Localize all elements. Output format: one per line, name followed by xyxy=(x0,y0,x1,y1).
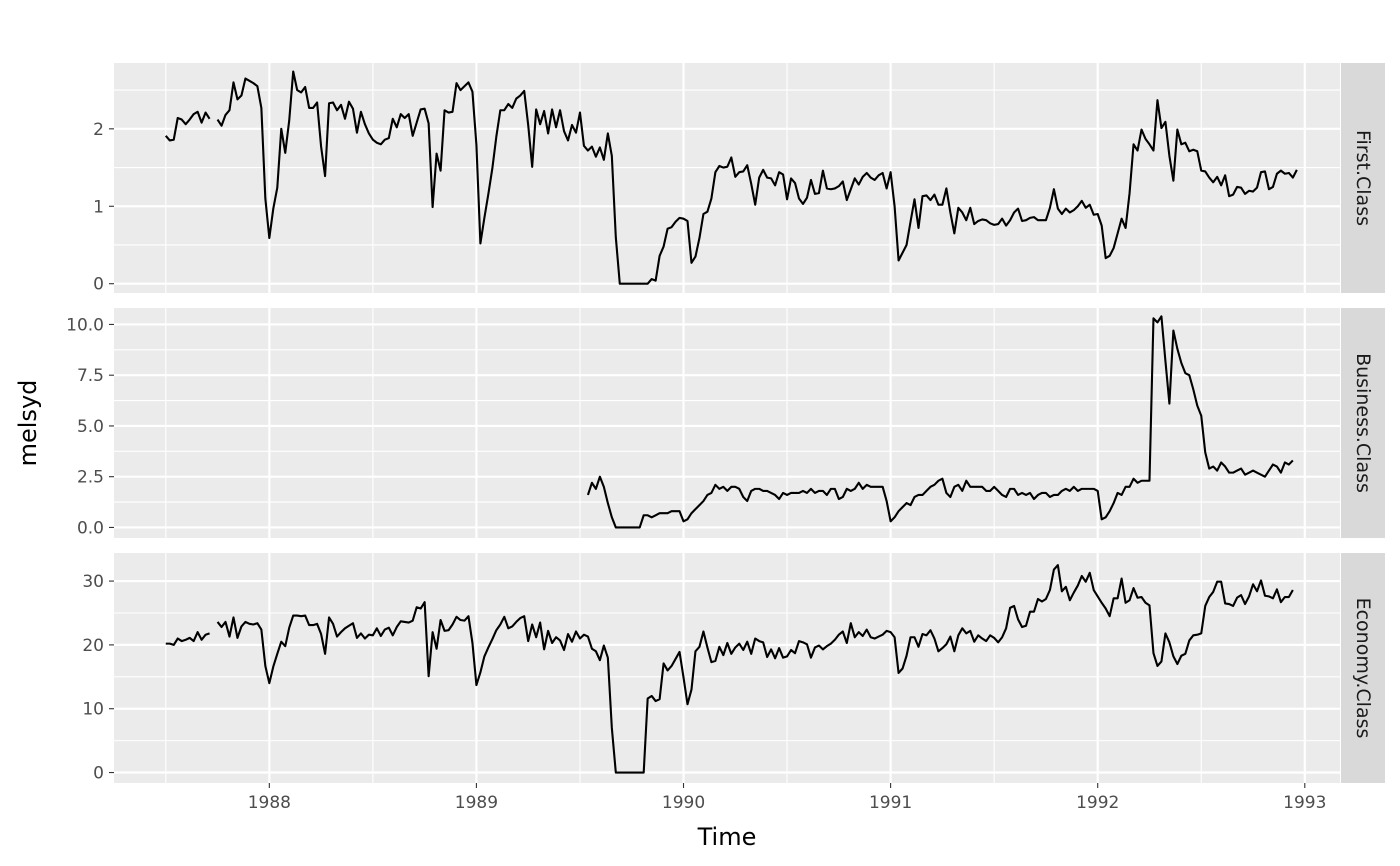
y-tick-label: 7.5 xyxy=(77,366,104,386)
y-tick-label: 10 xyxy=(82,700,104,720)
y-axis-title: melsyd xyxy=(14,380,42,467)
series-line-first-class xyxy=(164,70,1298,285)
y-tick-label: 10.0 xyxy=(66,315,104,335)
panel-background xyxy=(114,553,1340,783)
facet-strip-label: Economy.Class xyxy=(1352,598,1374,739)
x-tick-label: 1992 xyxy=(1076,793,1119,813)
facet-strip xyxy=(1341,308,1385,538)
facet-panel-business-class: 0.0 2.5 5.0 7.5 10.0 Business.Class xyxy=(66,308,1385,538)
x-tick-label: 1993 xyxy=(1283,793,1326,813)
y-tick-label: 2.5 xyxy=(77,468,104,488)
facet-strip xyxy=(1341,553,1385,783)
y-tick-label: 5.0 xyxy=(77,417,104,437)
facet-strip-label: Business.Class xyxy=(1352,353,1374,493)
facet-strip xyxy=(1341,63,1385,293)
series-line-economy-class xyxy=(165,564,1294,774)
y-tick-label: 0 xyxy=(93,764,104,784)
y-tick-label: 20 xyxy=(82,636,104,656)
panel-background xyxy=(114,63,1340,293)
facet-panel-first-class: 0 1 2 First.Class xyxy=(93,63,1385,295)
y-tick-label: 0 xyxy=(93,275,104,295)
facet-panel-economy-class: 0 10 20 30 Economy.Class xyxy=(82,553,1385,784)
y-tick-label: 2 xyxy=(93,120,104,140)
y-tick-label: 0.0 xyxy=(77,518,104,538)
x-tick-label: 1990 xyxy=(662,793,705,813)
y-tick-label: 1 xyxy=(93,197,104,217)
x-tick-label: 1991 xyxy=(869,793,912,813)
x-tick-label: 1988 xyxy=(248,793,291,813)
x-tick-label: 1989 xyxy=(455,793,498,813)
x-axis-title: Time xyxy=(697,823,757,851)
series-line-business-class xyxy=(586,315,1294,529)
y-tick-label: 30 xyxy=(82,572,104,592)
facet-strip-label: First.Class xyxy=(1352,130,1374,226)
panel-background xyxy=(114,308,1340,538)
